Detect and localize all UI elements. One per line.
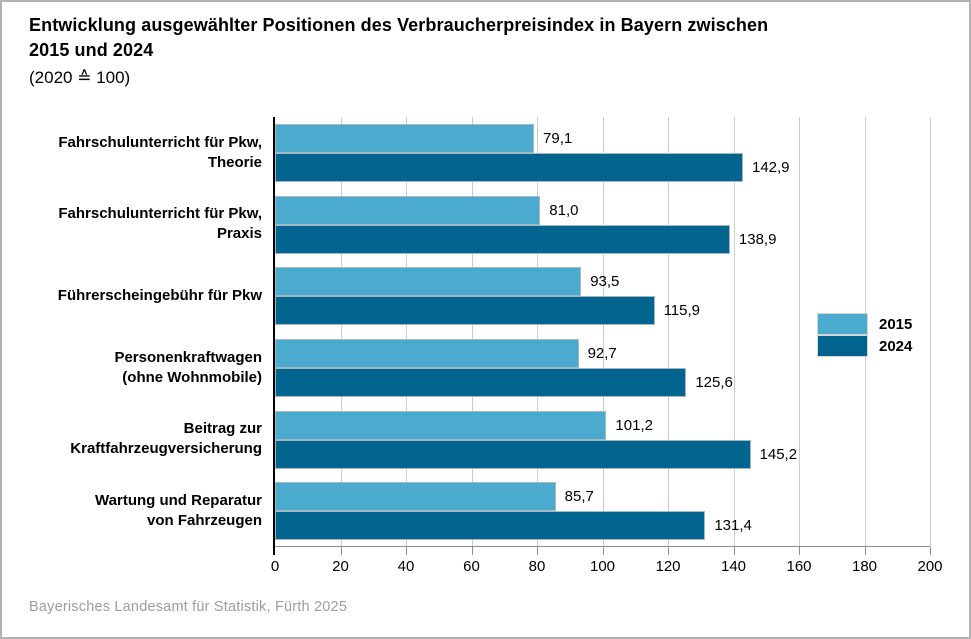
gridline-40: [406, 117, 407, 547]
y-axis-line: [273, 117, 275, 555]
tick-40: [406, 547, 407, 555]
tick-120: [668, 547, 669, 555]
legend-swatch-2015: [817, 313, 868, 335]
tick-100: [602, 547, 604, 555]
value-label-2024-5: 145,2: [759, 445, 798, 463]
bar-2024-6: [275, 511, 706, 541]
gridline-160: [799, 117, 800, 547]
value-label-2015-3: 93,5: [590, 273, 620, 291]
category-label: Beitrag zur Kraftfahrzeugversicherung: [70, 420, 262, 458]
bar-2024-2: [275, 224, 730, 254]
tick-180: [864, 547, 866, 555]
category-label: Personenkraftwagen (ohne Wohnmobile): [114, 348, 262, 386]
gridline-200: [930, 117, 931, 547]
tick-label-140: 140: [720, 558, 747, 575]
bar-2015-1: [275, 123, 535, 153]
value-label-2015-5: 101,2: [615, 416, 653, 434]
chart-title: Entwicklung ausgewählter Positionen des …: [29, 15, 769, 60]
value-label-2024-4: 125,6: [695, 373, 733, 391]
gridline-100: [602, 117, 604, 547]
legend-swatch-2024: [817, 335, 868, 357]
value-label-2024-3: 115,9: [663, 302, 700, 320]
tick-160: [799, 547, 800, 555]
tick-label-200: 200: [917, 558, 943, 575]
gridline-140: [733, 117, 735, 547]
x-axis-line: [273, 546, 930, 547]
bar-2015-3: [275, 267, 582, 297]
legend-item-2024: 2024: [817, 335, 912, 357]
legend-item-2015: 2015: [817, 313, 912, 335]
tick-label-60: 60: [463, 558, 480, 575]
legend-label-2024: 2024: [879, 337, 913, 355]
value-label-2015-1: 79,1: [543, 129, 573, 147]
tick-label-120: 120: [655, 558, 681, 575]
bar-2015-5: [275, 410, 607, 440]
chart-subtitle: (2020 ≙ 100): [29, 68, 131, 87]
value-label-2015-4: 92,7: [587, 344, 617, 362]
tick-20: [340, 547, 342, 555]
tick-label-0: 0: [270, 558, 280, 575]
tick-label-180: 180: [851, 558, 878, 575]
tick-label-40: 40: [397, 558, 415, 575]
bar-2015-6: [275, 482, 556, 512]
bar-2015-4: [275, 338, 579, 368]
bar-2024-5: [275, 439, 751, 469]
tick-label-100: 100: [589, 558, 616, 575]
tick-140: [733, 547, 735, 555]
bar-2015-2: [275, 195, 541, 225]
legend: 2015 2024: [817, 313, 912, 357]
category-label: Wartung und Reparatur von Fahrzeugen: [95, 492, 262, 530]
value-label-2024-2: 138,9: [738, 230, 777, 248]
bar-2024-4: [275, 367, 687, 397]
category-labels: Fahrschulunterricht für Pkw, Theorie Fahr…: [10, 117, 262, 547]
bar-2024-1: [275, 152, 743, 182]
value-label-2015-2: 81,0: [549, 201, 579, 219]
gridline-60: [471, 117, 473, 547]
value-label-2024-6: 131,4: [714, 517, 752, 535]
tick-80: [537, 547, 538, 555]
gridline-20: [340, 117, 342, 547]
source-note: Bayerisches Landesamt für Statistik, Für…: [29, 599, 348, 615]
tick-200: [930, 547, 931, 555]
gridline-120: [668, 117, 669, 547]
tick-label-20: 20: [332, 558, 349, 575]
category-label: Fahrschulunterricht für Pkw, Praxis: [58, 205, 262, 243]
value-label-2015-6: 85,7: [564, 488, 594, 506]
plot-area: 79,1 142,9 81,0 138,9 93,5 115,9 92,7 125,6 101,…: [271, 117, 943, 575]
value-label-2024-1: 142,9: [751, 158, 790, 176]
category-label: Führerscheingebühr für Pkw: [57, 287, 262, 305]
gridline-80: [537, 117, 538, 547]
category-label: Fahrschulunterricht für Pkw, Theorie: [58, 133, 262, 171]
tick-60: [471, 547, 473, 555]
tick-label-80: 80: [528, 558, 546, 575]
bar-2024-3: [275, 296, 655, 326]
tick-label-160: 160: [786, 558, 812, 575]
legend-label-2015: 2015: [879, 315, 913, 333]
